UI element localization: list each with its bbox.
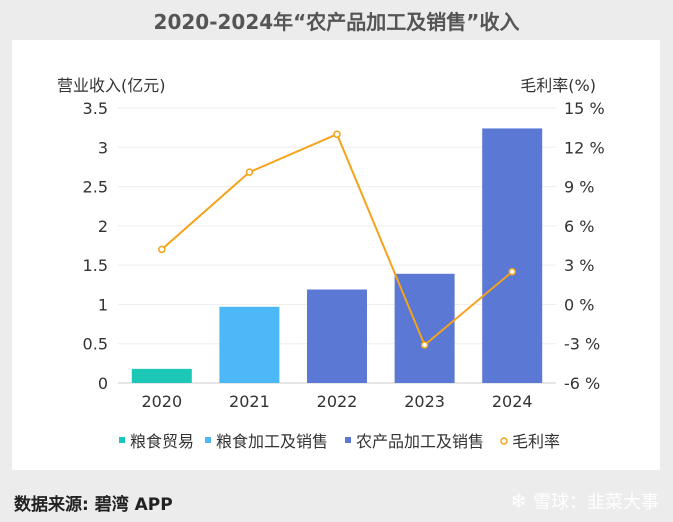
y-left-tick-label: 1.5: [83, 256, 108, 275]
y-right-tick-label: 12 %: [564, 138, 605, 157]
y-left-tick-label: 0.5: [83, 335, 108, 354]
margin-point-2021: [245, 168, 254, 176]
y-right-tick-label: 9 %: [564, 178, 594, 197]
data-source: 数据来源: 碧湾 APP: [14, 495, 173, 515]
legend-label: 粮食贸易: [130, 432, 194, 451]
y-right-tick-label: -3 %: [564, 335, 600, 354]
y-right-tick-label: 3 %: [564, 256, 594, 275]
margin-point-2022: [333, 130, 341, 138]
bar-2020: [131, 368, 192, 383]
snowball-logo-icon: ❄: [510, 489, 527, 513]
watermark-text: 雪球：韭菜大事: [533, 492, 659, 513]
legend-label: 粮食加工及销售: [216, 432, 328, 451]
y-left-tick-label: 3.5: [83, 99, 108, 118]
y-left-tick-label: 2: [98, 217, 108, 236]
y-left-tick-label: 0: [98, 374, 108, 393]
bar-2021: [219, 306, 280, 383]
y-right-tick-label: 15 %: [564, 99, 605, 118]
y-left-tick-label: 1: [98, 295, 108, 314]
bar-2024: [482, 128, 543, 383]
x-tick-label: 2020: [141, 392, 182, 411]
x-tick-label: 2021: [229, 392, 270, 411]
legend-label: 毛利率: [512, 432, 560, 451]
y-left-tick-label: 3: [98, 138, 108, 157]
x-tick-label: 2022: [317, 392, 358, 411]
legend-label: 农产品加工及销售: [356, 432, 484, 451]
y-axis-right-label: 毛利率(%): [520, 76, 596, 95]
x-tick-label: 2024: [492, 392, 533, 411]
y-axis-left-label: 营业收入(亿元): [57, 76, 166, 95]
x-tick-label: 2023: [404, 392, 445, 411]
margin-point-2023: [420, 341, 429, 349]
chart-title: 2020-2024年“农产品加工及销售”收入: [153, 10, 520, 34]
y-left-tick-label: 2.5: [83, 178, 108, 197]
legend-marker: [500, 437, 508, 445]
watermark-credit: ❄ 雪球：韭菜大事: [510, 488, 659, 514]
legend-marker: [205, 437, 211, 443]
y-right-tick-label: 6 %: [564, 217, 594, 236]
margin-point-2020: [158, 245, 166, 254]
y-right-tick-label: 0 %: [564, 295, 594, 314]
legend-marker: [345, 437, 351, 443]
y-right-tick-label: -6 %: [564, 374, 600, 393]
chart-panel: [12, 40, 660, 470]
bar-2022: [307, 289, 367, 383]
margin-point-2024: [508, 267, 516, 276]
legend-marker: [119, 437, 125, 443]
